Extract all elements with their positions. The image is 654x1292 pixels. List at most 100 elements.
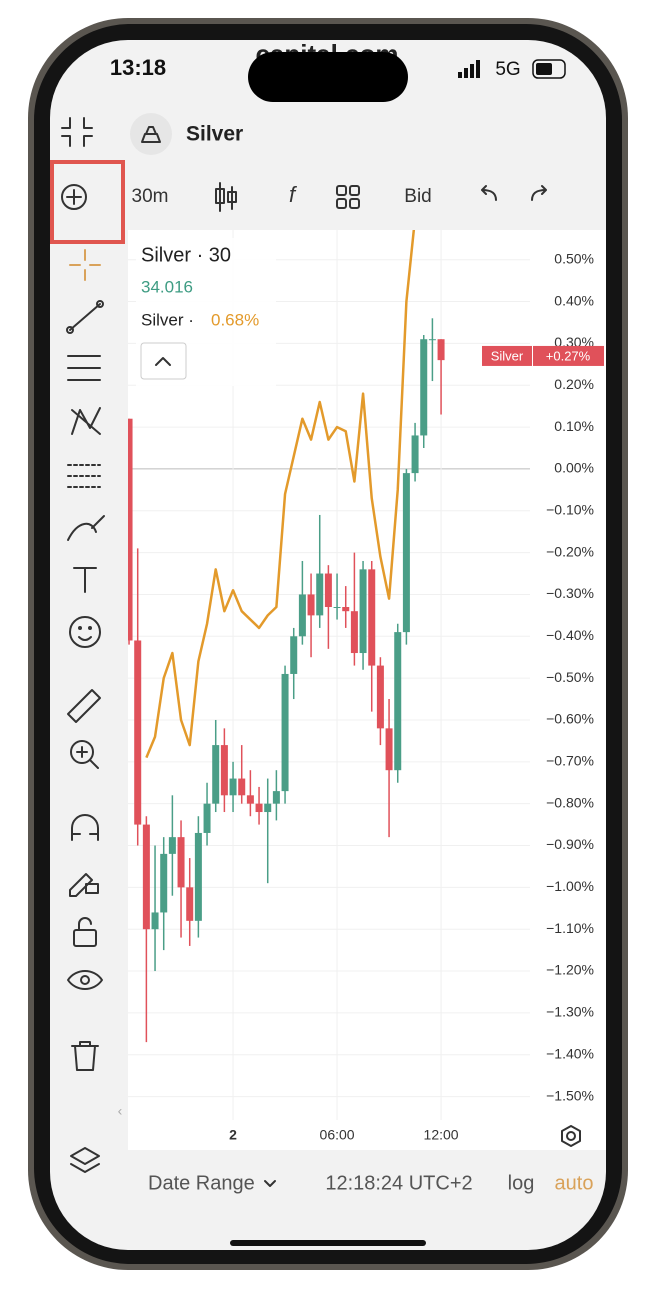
home-indicator bbox=[230, 1240, 426, 1246]
candle-body bbox=[246, 795, 254, 804]
collapse-arrow[interactable]: ‹ bbox=[118, 1103, 123, 1119]
candle-body bbox=[177, 837, 185, 888]
y-tick-label: −0.60% bbox=[546, 711, 594, 727]
y-tick-label: 0.40% bbox=[554, 292, 594, 308]
interval[interactable]: 30m bbox=[132, 186, 169, 207]
candle-body bbox=[142, 824, 150, 930]
battery bbox=[532, 59, 566, 79]
candle-body bbox=[151, 912, 159, 930]
candle-body bbox=[128, 418, 133, 641]
date-range[interactable]: Date Range bbox=[148, 1172, 255, 1194]
auto-toggle[interactable]: auto bbox=[555, 1172, 594, 1194]
y-tick-label: 0.00% bbox=[554, 460, 594, 476]
drawing-tools[interactable] bbox=[61, 184, 105, 1173]
candle-body bbox=[290, 636, 298, 674]
candle-body bbox=[394, 632, 402, 771]
clock: 13:18 bbox=[110, 55, 166, 80]
layout-icon[interactable] bbox=[336, 185, 360, 209]
y-tick-label: 0.10% bbox=[554, 418, 594, 434]
date-range-caret bbox=[264, 1180, 276, 1187]
indicators-icon[interactable]: f bbox=[289, 182, 298, 207]
y-tick-label: −0.90% bbox=[546, 836, 594, 852]
undo-redo[interactable] bbox=[481, 185, 547, 201]
price-tag-change: +0.27% bbox=[546, 348, 591, 363]
legend-price: 34.016 bbox=[141, 277, 193, 296]
candle-body bbox=[298, 594, 306, 637]
price-tag-name-bg bbox=[482, 345, 532, 366]
candle-body bbox=[316, 573, 324, 616]
candle-body bbox=[229, 778, 237, 796]
y-tick-label: −1.10% bbox=[546, 920, 594, 936]
candle-body bbox=[281, 673, 289, 792]
y-tick-label: −0.80% bbox=[546, 794, 594, 810]
candles-icon[interactable] bbox=[215, 182, 237, 212]
candle-body bbox=[264, 803, 272, 813]
y-tick-label: 0.50% bbox=[554, 250, 594, 266]
chart: 0.50%0.40%0.30%0.20%0.10%0.00%−0.10%−0.2… bbox=[128, 230, 604, 1143]
chevron bbox=[155, 357, 171, 366]
y-tick-label: −0.50% bbox=[546, 669, 594, 685]
y-tick-label: −1.50% bbox=[546, 1087, 594, 1103]
candle-body bbox=[194, 832, 202, 921]
candle-body bbox=[238, 778, 246, 796]
price-type[interactable]: Bid bbox=[404, 186, 431, 207]
dynamic-island bbox=[248, 52, 408, 102]
candle-body bbox=[350, 611, 358, 654]
compare-change: 0.68% bbox=[211, 310, 259, 329]
compare-line bbox=[145, 230, 416, 759]
highlight-box bbox=[50, 160, 125, 244]
candle-body bbox=[186, 887, 194, 921]
toolbar bbox=[128, 165, 606, 227]
settings-icon[interactable] bbox=[561, 1125, 581, 1147]
network: 5G bbox=[495, 59, 520, 80]
y-tick-label: −1.20% bbox=[546, 962, 594, 978]
candle-body bbox=[368, 569, 376, 666]
x-tick-label: 2 bbox=[229, 1127, 237, 1143]
x-tick-label: 06:00 bbox=[320, 1127, 355, 1143]
legend-collapse[interactable] bbox=[140, 342, 187, 380]
collapse-icon[interactable] bbox=[61, 117, 93, 147]
candle-body bbox=[428, 339, 436, 341]
candle-body bbox=[255, 803, 263, 813]
candle-body bbox=[307, 594, 315, 616]
y-tick-label: −1.30% bbox=[546, 1004, 594, 1020]
battery-level bbox=[536, 63, 552, 75]
candle-body bbox=[324, 573, 332, 608]
price-tag-bg bbox=[533, 345, 604, 366]
candle-body bbox=[420, 339, 428, 436]
y-tick-label: −1.40% bbox=[546, 1045, 594, 1061]
y-tick-label: −0.70% bbox=[546, 753, 594, 769]
candle-body bbox=[376, 665, 384, 729]
signal bbox=[458, 60, 480, 78]
compare-name: Silver · bbox=[141, 310, 194, 329]
clock-label: 12:18:24 UTC+2 bbox=[325, 1172, 472, 1194]
y-tick-label: −0.10% bbox=[546, 501, 594, 517]
y-tick-label: −0.20% bbox=[546, 543, 594, 559]
candle-body bbox=[272, 791, 280, 804]
candle-body bbox=[203, 803, 211, 833]
candle-body bbox=[220, 745, 228, 796]
bars-icon bbox=[141, 126, 161, 143]
y-tick-label: 0.20% bbox=[554, 376, 594, 392]
plot bbox=[128, 230, 530, 1120]
candle-body bbox=[134, 640, 142, 825]
y-tick-label: −0.40% bbox=[546, 627, 594, 643]
candle-body bbox=[333, 607, 341, 609]
candle-body bbox=[385, 728, 393, 771]
y-tick-label: −0.30% bbox=[546, 585, 594, 601]
log-toggle[interactable]: log bbox=[508, 1172, 535, 1194]
candle-body bbox=[411, 435, 419, 474]
candle-body bbox=[359, 569, 367, 654]
candle-body bbox=[168, 837, 176, 854]
symbol-name[interactable]: Silver bbox=[186, 123, 243, 146]
candle-body bbox=[437, 339, 445, 361]
x-tick-label: 12:00 bbox=[424, 1127, 459, 1143]
price-tag-name: Silver bbox=[491, 348, 524, 363]
legend-title: Silver · 30 bbox=[141, 244, 231, 266]
candle-body bbox=[342, 607, 350, 612]
y-tick-label: −1.00% bbox=[546, 878, 594, 894]
candle-body bbox=[160, 853, 168, 913]
candle-body bbox=[212, 745, 220, 804]
